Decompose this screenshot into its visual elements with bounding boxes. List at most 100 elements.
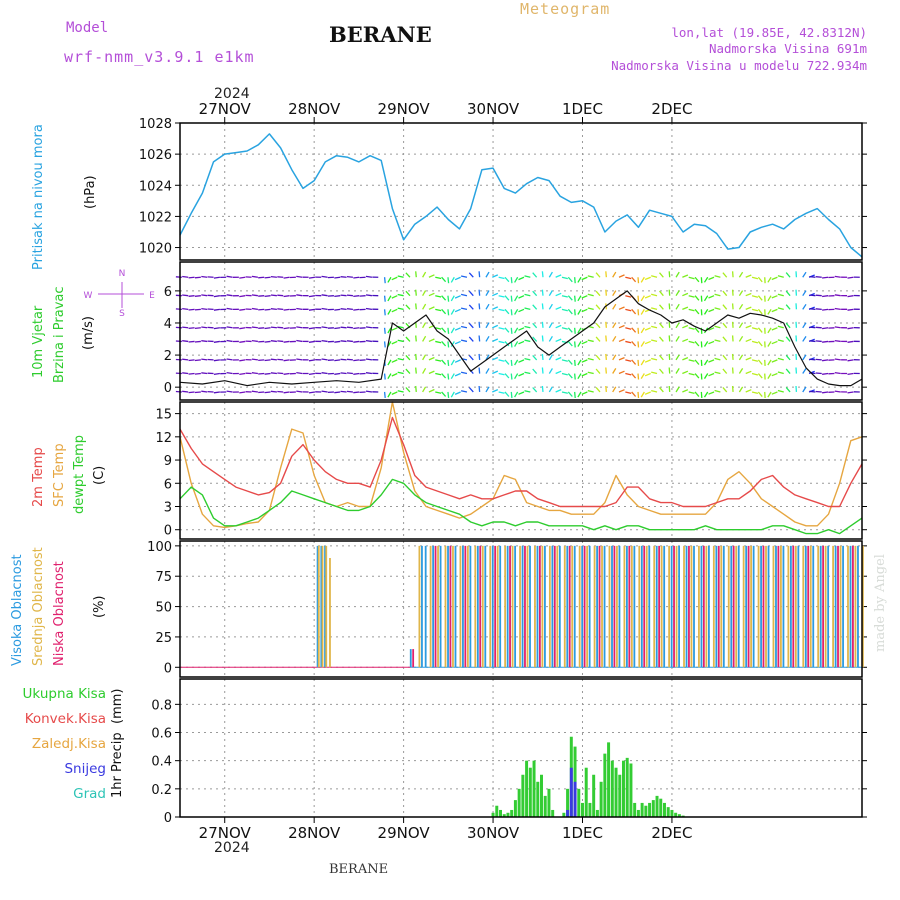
- wind-arrow: [688, 327, 695, 330]
- precip-bar: [666, 807, 670, 817]
- precip-bar: [644, 805, 648, 817]
- cloud-bar: [608, 545, 611, 668]
- wind-arrow: [548, 290, 553, 297]
- wind-arrow: [428, 306, 435, 310]
- cloud-bar: [623, 545, 626, 668]
- cloud-bar: [316, 545, 319, 668]
- wind-arrow: [555, 370, 562, 375]
- wind-arrow: [625, 359, 632, 362]
- wind-arrow: [618, 356, 625, 361]
- wind-arrow: [524, 325, 531, 329]
- wind-arrow: [308, 391, 316, 394]
- wind-arrow: [498, 340, 505, 344]
- wind-arrow: [688, 372, 695, 376]
- cloud-bar: [675, 545, 678, 668]
- wind-arrow: [270, 372, 277, 375]
- wind-arrow: [428, 356, 435, 361]
- wind-arrow: [751, 295, 759, 298]
- wind-arrow: [567, 308, 573, 315]
- wind-arrow: [625, 276, 632, 280]
- wind-arrow: [587, 357, 594, 361]
- wind-arrow: [422, 322, 427, 329]
- wind-arrow: [397, 293, 404, 297]
- cloud-bar: [782, 545, 785, 668]
- wind-arrow: [682, 370, 689, 375]
- wind-arrow: [415, 289, 417, 296]
- cloud-bar: [678, 545, 680, 668]
- wind-arrow: [283, 372, 290, 375]
- wind-arrow: [450, 327, 455, 334]
- wind-arrow: [548, 354, 553, 361]
- wind-arrow: [422, 386, 427, 393]
- wind-arrow: [428, 292, 435, 297]
- wind-arrow: [346, 358, 353, 361]
- wind-arrow: [264, 308, 271, 311]
- precip-bar: [607, 742, 611, 817]
- wind-arrow: [714, 325, 721, 329]
- wind-arrow: [391, 276, 398, 281]
- wind-arrow: [722, 386, 728, 393]
- wind-arrow: [612, 290, 617, 297]
- cloud-bar: [454, 545, 457, 668]
- wind-arrow: [182, 340, 189, 343]
- wind-arrow: [454, 340, 461, 345]
- wind-arrow: [346, 326, 353, 329]
- wind-arrow: [675, 271, 680, 278]
- cloud-bar: [862, 545, 864, 668]
- cloud-bar: [596, 545, 598, 668]
- wind-arrow: [767, 341, 772, 347]
- wind-arrow: [548, 335, 553, 342]
- wind-arrow: [675, 335, 680, 342]
- legend-snow: Snijeg: [64, 761, 106, 777]
- cloud-bar: [648, 545, 651, 668]
- wind-arrow: [745, 324, 752, 329]
- cloud-bar: [534, 545, 536, 668]
- wind-arrow: [485, 335, 490, 342]
- wind-arrow: [498, 308, 505, 312]
- wind-arrow: [201, 307, 208, 310]
- wind-arrow: [391, 391, 398, 395]
- xtick-label-top: 1DEC: [562, 100, 603, 118]
- wind-arrow: [422, 354, 427, 361]
- wind-arrow: [435, 308, 442, 312]
- wind-arrow: [714, 389, 721, 393]
- year-bottom: 2024: [214, 840, 250, 856]
- cloud-bar: [524, 545, 526, 668]
- wind-arrow: [745, 274, 752, 278]
- cloud-bar: [837, 545, 839, 668]
- wind-arrow: [264, 327, 271, 330]
- wind-arrow: [334, 359, 341, 362]
- wind-arrow: [631, 308, 637, 315]
- wind-arrow: [809, 294, 816, 297]
- wind-arrow: [688, 308, 695, 312]
- wind-arrow: [809, 275, 816, 278]
- wind-arrow: [450, 359, 455, 366]
- wind-arrow: [201, 372, 208, 375]
- wind-arrow: [447, 373, 450, 380]
- wind-arrow: [510, 277, 513, 284]
- cloud-bar: [742, 545, 745, 668]
- wind-arrow: [435, 295, 442, 298]
- wind-arrow: [708, 295, 715, 299]
- wind-arrow: [239, 295, 246, 298]
- wind-arrow: [296, 339, 303, 343]
- wind-arrow: [346, 390, 353, 393]
- wind-arrow: [815, 276, 822, 278]
- wind-arrow: [785, 354, 791, 361]
- wind-arrow: [708, 276, 715, 281]
- cloud-bar: [489, 545, 492, 668]
- wind-arrow: [815, 308, 822, 310]
- panel-frame: [179, 678, 863, 818]
- wind-arrow: [435, 359, 442, 362]
- wind-arrow: [450, 341, 455, 347]
- precip-bar: [659, 798, 663, 817]
- wind-arrow: [767, 295, 772, 302]
- wind-arrow: [771, 359, 778, 363]
- wind-arrow: [574, 295, 576, 302]
- cloud-bar: [568, 545, 571, 668]
- wind-arrow: [194, 308, 201, 311]
- cloud-bar: [772, 545, 775, 668]
- wind-arrow: [694, 359, 700, 365]
- wind-arrow: [682, 356, 689, 361]
- wind-arrow: [612, 271, 617, 278]
